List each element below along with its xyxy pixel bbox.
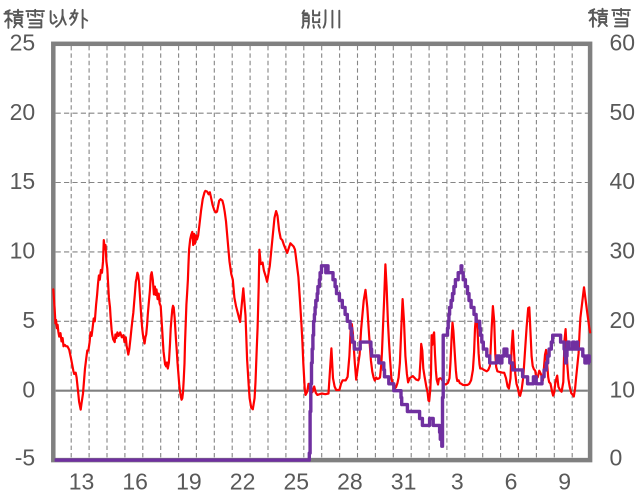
svg-text:-5: -5 xyxy=(15,445,35,471)
svg-text:6: 6 xyxy=(505,468,518,494)
svg-text:19: 19 xyxy=(176,468,202,494)
svg-text:16: 16 xyxy=(122,468,148,494)
svg-text:20: 20 xyxy=(10,99,36,125)
svg-text:60: 60 xyxy=(610,29,636,55)
svg-text:25: 25 xyxy=(10,29,36,55)
svg-text:31: 31 xyxy=(391,468,417,494)
svg-text:0: 0 xyxy=(610,445,623,471)
svg-text:5: 5 xyxy=(22,307,35,333)
svg-text:15: 15 xyxy=(10,168,36,194)
svg-text:50: 50 xyxy=(610,99,636,125)
svg-text:13: 13 xyxy=(69,468,95,494)
svg-text:25: 25 xyxy=(284,468,310,494)
svg-text:10: 10 xyxy=(610,376,636,402)
svg-text:28: 28 xyxy=(337,468,363,494)
svg-text:20: 20 xyxy=(610,307,636,333)
svg-text:0: 0 xyxy=(22,376,35,402)
svg-text:10: 10 xyxy=(10,238,36,264)
svg-text:3: 3 xyxy=(451,468,464,494)
svg-text:22: 22 xyxy=(230,468,256,494)
svg-text:40: 40 xyxy=(610,168,636,194)
svg-text:30: 30 xyxy=(610,238,636,264)
svg-text:9: 9 xyxy=(558,468,571,494)
